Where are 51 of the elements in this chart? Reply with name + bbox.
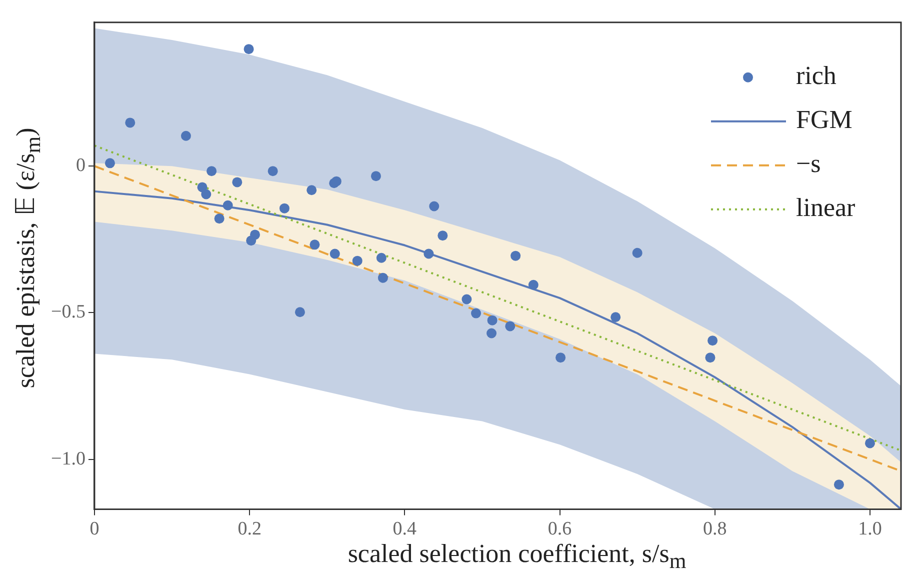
y-tick-label: −1.0 — [50, 448, 86, 470]
point — [486, 328, 497, 338]
x-axis-title: scaled selection coefficient, s/s$_{m}$ — [346, 538, 688, 574]
point — [268, 166, 278, 176]
legend-label: linear — [796, 193, 856, 222]
point — [864, 438, 875, 448]
x-tick-label: 1.0 — [858, 518, 882, 540]
legend-label: −s — [796, 149, 821, 178]
point — [376, 252, 386, 263]
point — [556, 352, 566, 363]
point — [528, 280, 538, 290]
x-tick-label: 0 — [90, 518, 100, 540]
y-tick-label: 0 — [76, 155, 86, 176]
point — [294, 307, 305, 318]
point — [206, 166, 217, 176]
point — [180, 130, 191, 141]
x-tick-label: 0.8 — [703, 518, 727, 540]
point — [610, 312, 621, 322]
legend-label: rich — [796, 61, 836, 90]
point — [632, 248, 642, 258]
point — [429, 201, 440, 212]
x-tick-label: 0.4 — [392, 518, 418, 540]
point — [104, 158, 115, 168]
point — [487, 315, 498, 326]
point — [510, 250, 521, 261]
point — [214, 214, 224, 224]
point — [370, 171, 381, 182]
point — [705, 352, 716, 363]
point — [244, 44, 254, 54]
point — [310, 240, 320, 250]
point — [232, 177, 242, 188]
point — [505, 321, 516, 332]
point — [378, 272, 388, 283]
point — [125, 118, 136, 128]
point — [424, 248, 434, 259]
x-tick-label: 0.2 — [238, 518, 262, 540]
point — [279, 203, 290, 214]
point — [201, 189, 212, 200]
point — [222, 200, 233, 210]
point — [462, 294, 472, 304]
point — [250, 230, 260, 240]
point — [471, 308, 482, 318]
point — [330, 248, 340, 259]
x-tick-label: 0.6 — [548, 518, 572, 540]
point — [352, 256, 362, 266]
point — [306, 185, 317, 196]
legend-label: FGM — [796, 105, 852, 134]
point — [438, 230, 448, 241]
point — [708, 336, 718, 346]
point — [834, 480, 844, 490]
y-tick-label: −0.5 — [50, 302, 86, 323]
